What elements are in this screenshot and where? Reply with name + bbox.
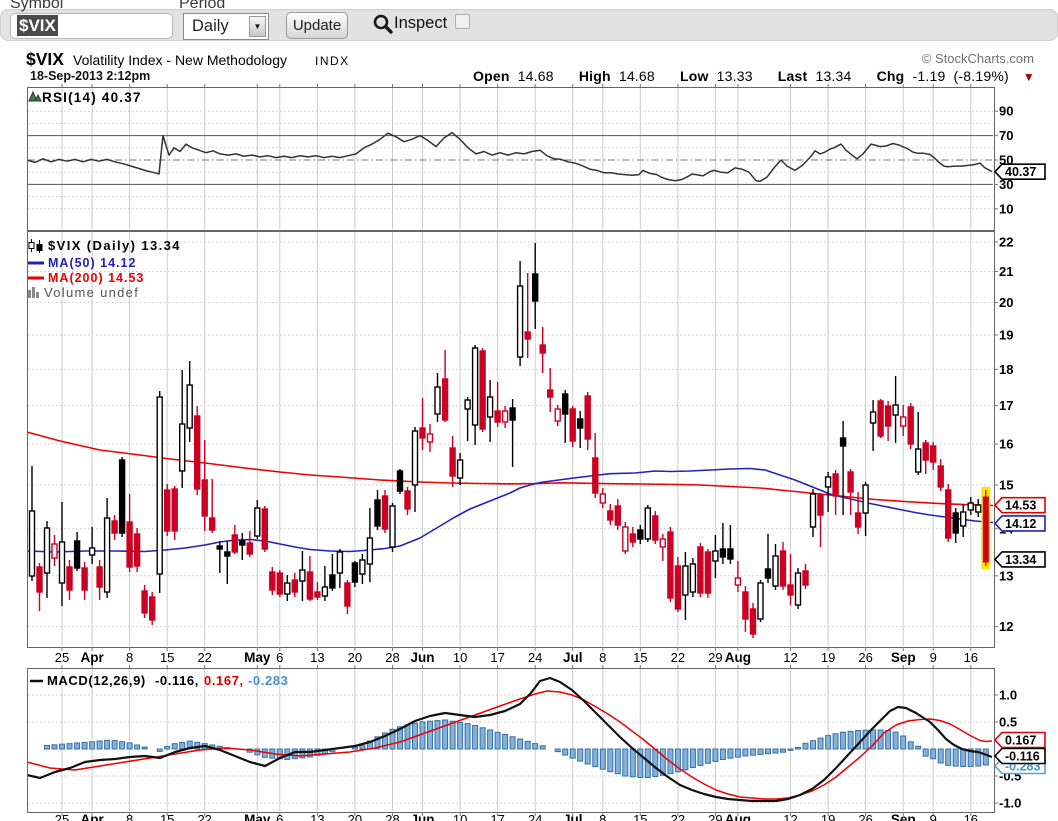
svg-text:15: 15 [160,650,174,665]
svg-text:Aug: Aug [725,650,751,665]
svg-text:26: 26 [858,812,872,821]
svg-text:May: May [244,812,271,821]
svg-text:30: 30 [999,177,1013,192]
svg-text:15: 15 [633,812,647,821]
svg-text:Jul: Jul [563,650,583,665]
svg-text:20: 20 [348,812,362,821]
svg-text:13: 13 [310,650,324,665]
svg-text:22: 22 [671,812,685,821]
svg-text:20: 20 [348,650,362,665]
svg-text:19: 19 [821,650,835,665]
svg-text:1.0: 1.0 [999,688,1017,703]
svg-text:26: 26 [858,650,872,665]
svg-text:25: 25 [55,812,69,821]
svg-text:Volume undef: Volume undef [44,285,139,300]
svg-text:22: 22 [999,235,1013,250]
svg-text:12: 12 [783,650,797,665]
svg-text:MA(50) 14.12: MA(50) 14.12 [48,256,136,270]
svg-text:70: 70 [999,128,1013,143]
svg-text:0.167: 0.167 [1005,733,1036,747]
svg-text:Apr: Apr [80,650,104,665]
svg-text:16: 16 [964,650,978,665]
svg-text:MACD(12,26,9): MACD(12,26,9) [47,673,146,688]
svg-text:9: 9 [930,650,937,665]
svg-text:90: 90 [999,104,1013,119]
svg-text:28: 28 [385,812,399,821]
svg-text:Sep: Sep [891,812,916,821]
svg-text:13: 13 [310,812,324,821]
svg-text:0.167,: 0.167, [204,673,244,688]
svg-text:$VIX (Daily) 13.34: $VIX (Daily) 13.34 [48,238,181,253]
svg-text:29: 29 [708,650,722,665]
svg-text:Sep: Sep [891,650,916,665]
svg-text:22: 22 [197,650,211,665]
svg-text:17: 17 [490,812,504,821]
svg-text:Apr: Apr [80,812,104,821]
svg-text:15: 15 [633,650,647,665]
svg-text:-1.0: -1.0 [999,796,1021,811]
svg-text:12: 12 [999,619,1013,634]
svg-text:Jun: Jun [410,650,434,665]
svg-text:10: 10 [453,812,467,821]
svg-text:May: May [244,650,271,665]
svg-text:9: 9 [930,812,937,821]
svg-text:15: 15 [999,478,1013,493]
svg-text:-0.116: -0.116 [1005,749,1040,763]
svg-text:10: 10 [453,650,467,665]
svg-text:24: 24 [528,650,542,665]
svg-text:16: 16 [964,812,978,821]
svg-text:13.34: 13.34 [1005,553,1036,567]
svg-text:20: 20 [999,295,1013,310]
svg-text:28: 28 [385,650,399,665]
svg-text:29: 29 [708,812,722,821]
svg-text:17: 17 [490,650,504,665]
svg-text:15: 15 [160,812,174,821]
svg-text:-0.283: -0.283 [248,673,288,688]
svg-text:13: 13 [999,568,1013,583]
svg-text:Jul: Jul [563,812,583,821]
svg-text:Jun: Jun [410,812,434,821]
svg-text:8: 8 [126,812,133,821]
svg-text:25: 25 [55,650,69,665]
svg-text:19: 19 [821,812,835,821]
svg-text:19: 19 [999,328,1013,343]
svg-text:8: 8 [599,812,606,821]
svg-text:6: 6 [276,650,283,665]
svg-text:40.37: 40.37 [1005,165,1036,179]
svg-text:14.53: 14.53 [1005,499,1036,513]
svg-text:-0.116,: -0.116, [155,673,199,688]
svg-text:18: 18 [999,362,1013,377]
svg-text:16: 16 [999,437,1013,452]
svg-text:RSI(14) 40.37: RSI(14) 40.37 [42,90,142,105]
svg-text:MA(200) 14.53: MA(200) 14.53 [48,271,144,285]
svg-text:24: 24 [528,812,542,821]
svg-text:22: 22 [197,812,211,821]
svg-text:8: 8 [599,650,606,665]
svg-text:6: 6 [276,812,283,821]
svg-text:22: 22 [671,650,685,665]
svg-text:8: 8 [126,650,133,665]
svg-text:10: 10 [999,201,1013,216]
svg-text:17: 17 [999,398,1013,413]
svg-text:14.12: 14.12 [1005,517,1036,531]
svg-text:0.5: 0.5 [999,715,1017,730]
svg-text:21: 21 [999,264,1013,279]
svg-text:12: 12 [783,812,797,821]
svg-text:Aug: Aug [725,812,751,821]
